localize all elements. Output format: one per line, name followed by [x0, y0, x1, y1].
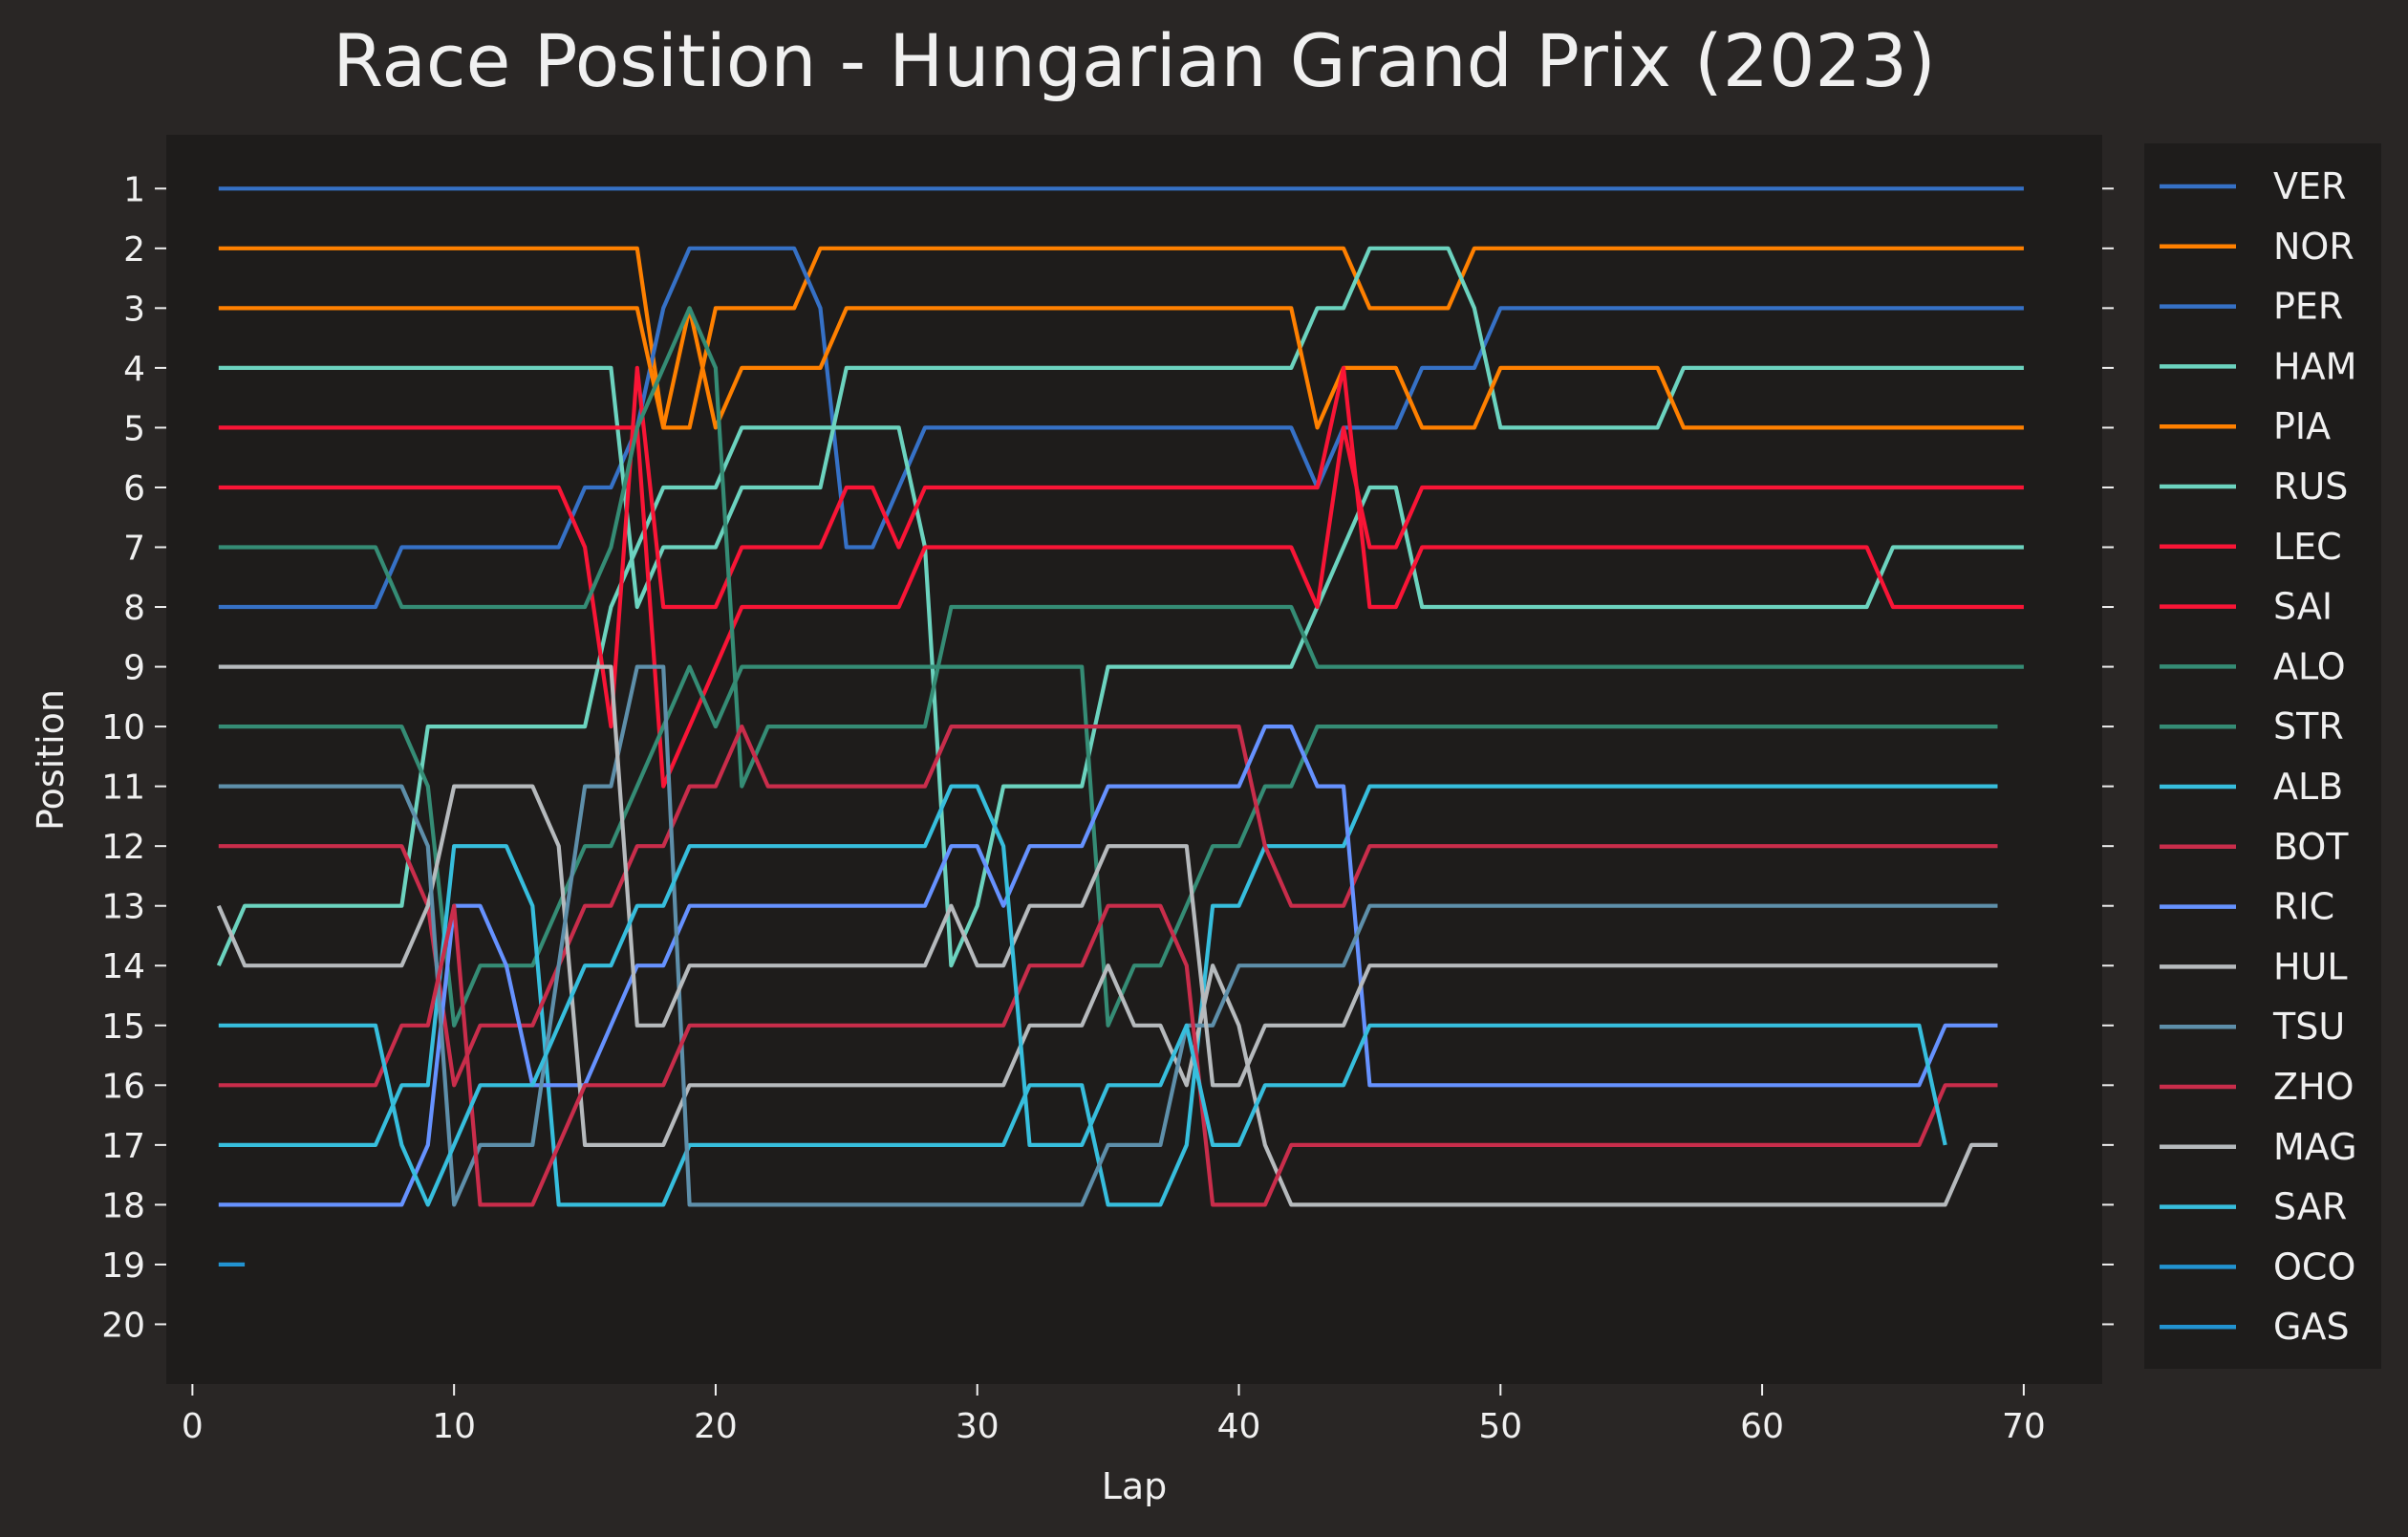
y-tick-label: 6 [123, 469, 145, 509]
series-line-bot [218, 725, 1998, 1088]
legend-label-ham: HAM [2273, 345, 2356, 387]
series-line-sar [218, 784, 1947, 1207]
y-tick-label: 13 [101, 888, 145, 927]
legend-label-nor: NOR [2273, 226, 2354, 268]
y-tick-label: 14 [101, 947, 145, 986]
y-tick-label: 4 [123, 350, 145, 389]
chart-title: Race Position - Hungarian Grand Prix (20… [333, 18, 1936, 103]
legend-label-tsu: TSU [2272, 1006, 2345, 1048]
y-tick-label: 2 [123, 230, 145, 270]
y-tick-label: 11 [101, 768, 145, 808]
legend-label-lec: LEC [2273, 526, 2342, 568]
legend-box [2144, 143, 2381, 1369]
x-tick-label: 10 [432, 1407, 476, 1446]
x-tick-label: 50 [1478, 1407, 1522, 1446]
series-line-ric [218, 725, 1998, 1207]
y-tick-label: 17 [101, 1127, 145, 1166]
x-tick-label: 60 [1740, 1407, 1784, 1446]
series-line-lec [218, 425, 2024, 789]
x-tick-label: 70 [2002, 1407, 2046, 1446]
legend-label-hul: HUL [2273, 945, 2348, 987]
y-tick-label: 19 [101, 1246, 145, 1286]
series-line-mag [218, 664, 1998, 1088]
x-axis-label: Lap [1102, 1465, 1168, 1507]
legend-label-per: PER [2273, 286, 2343, 328]
x-axis-ticks: 0 10 20 30 40 50 60 70 [182, 1384, 2046, 1446]
y-tick-label: 8 [123, 589, 145, 628]
y-tick-label: 20 [101, 1306, 145, 1345]
y-tick-label: 12 [101, 828, 145, 867]
x-tick-label: 30 [956, 1407, 1000, 1446]
legend-label-zho: ZHO [2273, 1066, 2354, 1108]
legend-label-bot: BOT [2273, 826, 2349, 868]
plot-area [166, 135, 2102, 1384]
legend-label-ver: VER [2273, 165, 2346, 207]
y-axis-label: Position [30, 689, 72, 831]
series-line-str [218, 664, 1998, 1028]
legend-label-str: STR [2273, 705, 2344, 747]
y-tick-label: 18 [101, 1186, 145, 1225]
legend-label-oco: OCO [2273, 1245, 2355, 1288]
y-tick-label: 7 [123, 529, 145, 568]
legend-label-alb: ALB [2273, 766, 2343, 808]
series-line-rus [216, 425, 2024, 968]
x-tick-label: 40 [1217, 1407, 1261, 1446]
series-line-tsu [218, 664, 1998, 1207]
series-line-sai [218, 365, 2024, 729]
legend-label-ric: RIC [2273, 886, 2334, 928]
series-lines [216, 186, 2024, 1266]
legend-label-mag: MAG [2273, 1126, 2357, 1168]
y-tick-label: 15 [101, 1007, 145, 1047]
y-tick-label: 5 [123, 409, 145, 448]
series-line-alo [218, 306, 2024, 789]
x-tick-label: 20 [694, 1407, 738, 1446]
legend-label-sai: SAI [2273, 586, 2333, 628]
y-tick-label: 9 [123, 649, 145, 688]
legend-label-pia: PIA [2273, 405, 2331, 447]
legend-label-rus: RUS [2273, 465, 2348, 508]
x-tick-label: 0 [182, 1407, 204, 1446]
y-tick-label: 1 [123, 170, 145, 209]
y-tick-label: 16 [101, 1067, 145, 1106]
series-line-hul [216, 784, 1998, 1207]
legend: VER NOR PER HAM PIA RUS LEC SAI ALO STR ALB BOT RIC H… [2160, 165, 2357, 1348]
legend-label-gas: GAS [2273, 1306, 2350, 1348]
y-tick-label: 3 [123, 290, 145, 329]
y-tick-label: 10 [101, 708, 145, 747]
series-line-pia [218, 306, 2024, 430]
series-line-zho [218, 903, 1998, 1207]
legend-label-sar: SAR [2273, 1186, 2347, 1228]
legend-label-alo: ALO [2273, 645, 2346, 687]
